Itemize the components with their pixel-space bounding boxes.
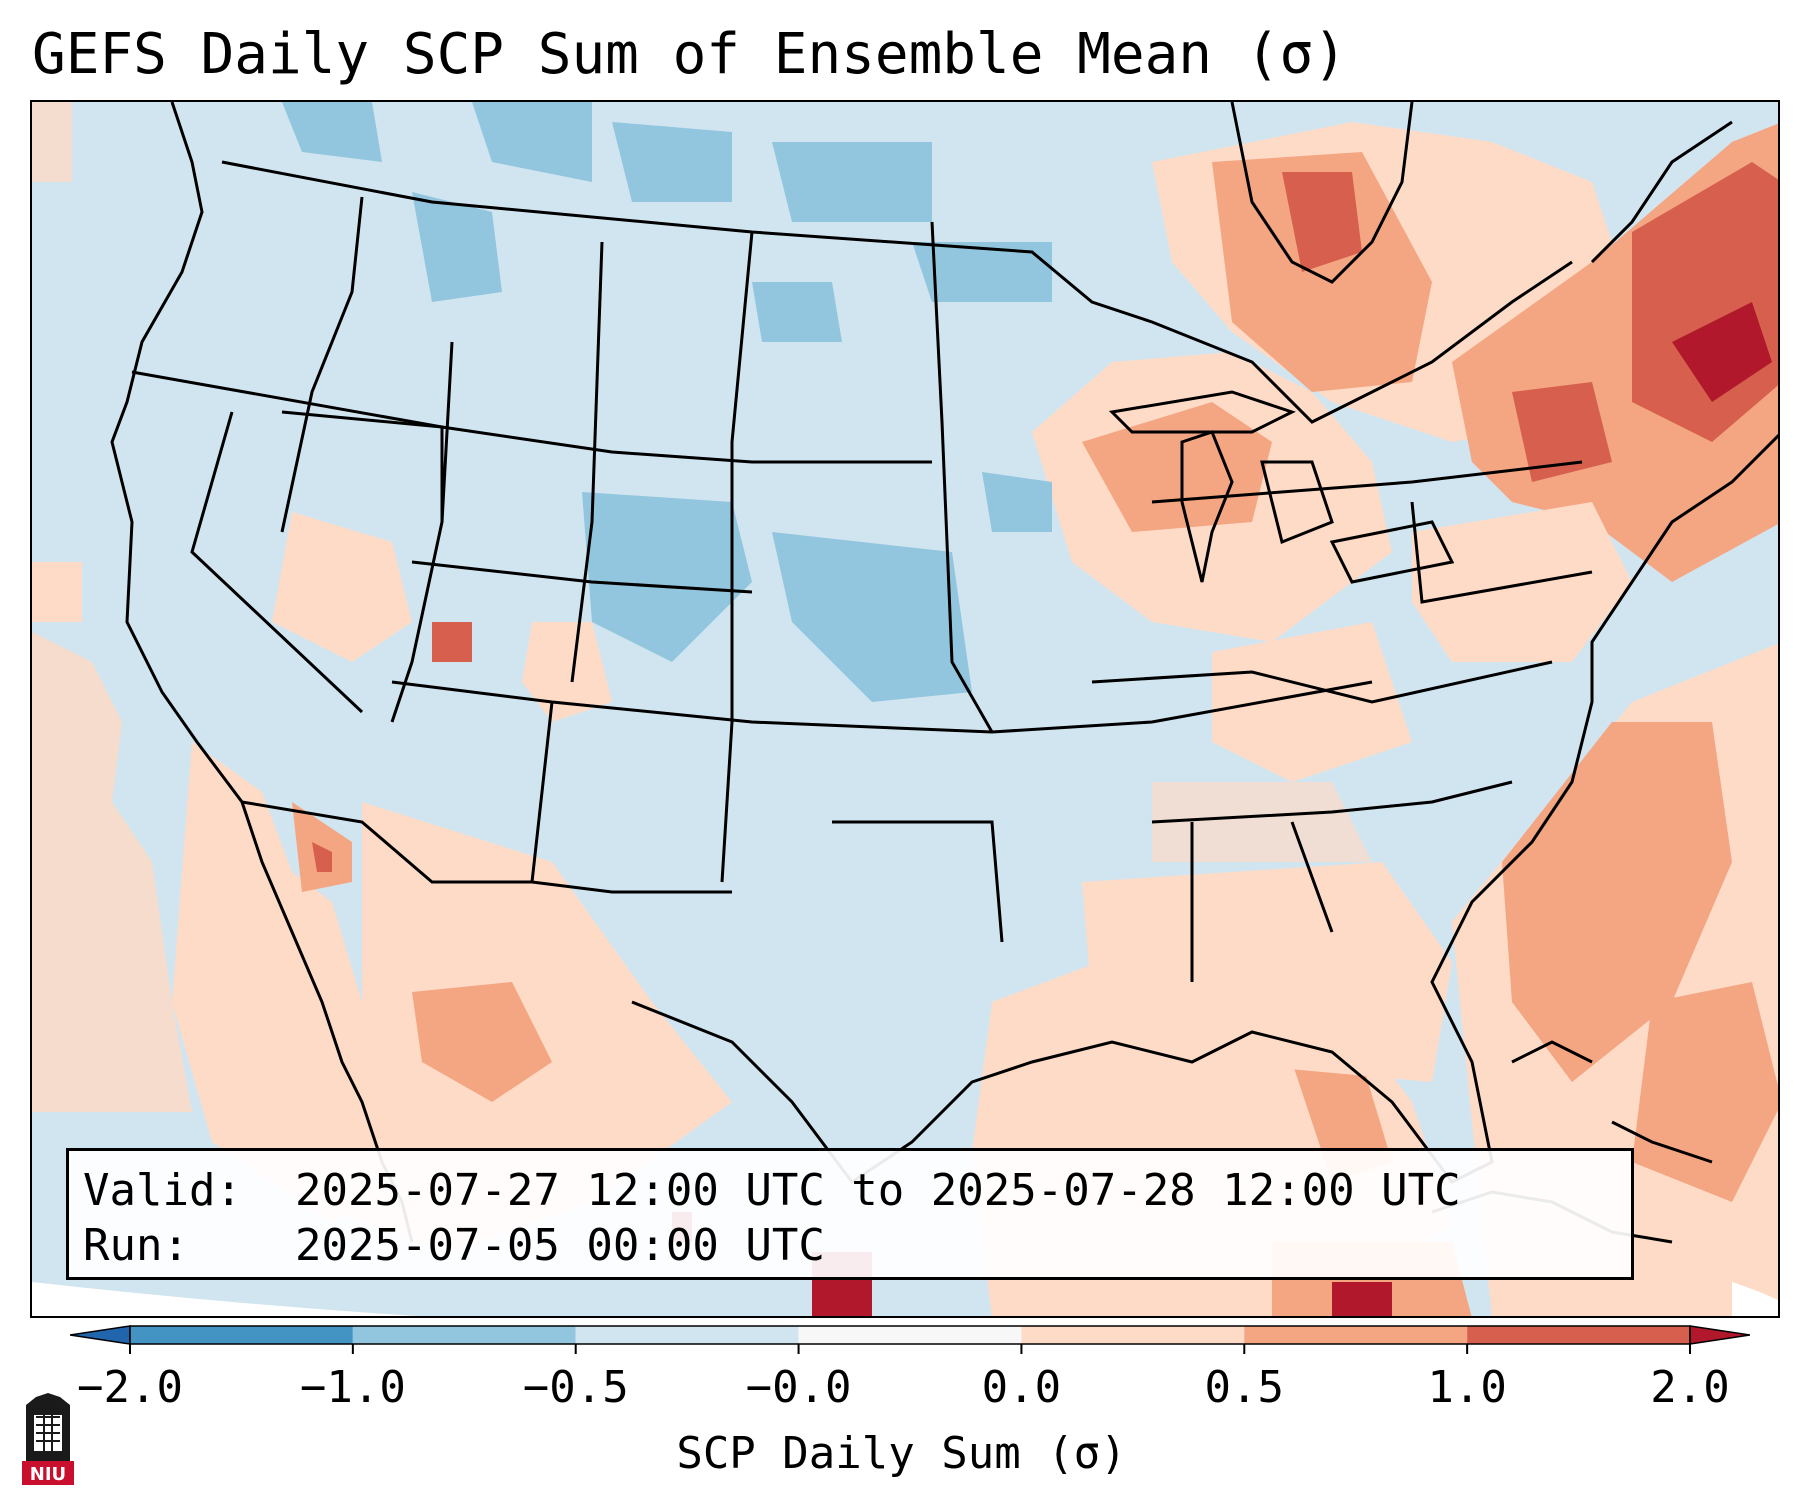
state-line bbox=[1151, 460, 1583, 504]
anomaly-field bbox=[32, 102, 1778, 1316]
state-line bbox=[1410, 501, 1593, 604]
projection-edge bbox=[1732, 1282, 1778, 1316]
state-line bbox=[930, 221, 994, 733]
colorbar-outline bbox=[129, 1325, 1691, 1345]
run-line: Run: 2025-07-05 00:00 UTC bbox=[83, 1218, 1631, 1273]
colorbar-segment bbox=[130, 1326, 353, 1344]
state-line bbox=[190, 411, 364, 714]
colorbar-tick-label: −2.0 bbox=[77, 1362, 183, 1413]
state-line bbox=[411, 560, 753, 594]
great-lakes bbox=[1108, 390, 1296, 434]
state-line bbox=[1091, 660, 1553, 704]
anomaly-patch bbox=[772, 142, 932, 222]
colorbar-tick-label: −1.0 bbox=[300, 1362, 406, 1413]
canadian-boundary bbox=[1230, 102, 1414, 284]
anomaly-patch bbox=[982, 472, 1052, 532]
anomaly-patch bbox=[522, 622, 612, 722]
anomaly-patch bbox=[1152, 782, 1372, 862]
state-line bbox=[832, 820, 1004, 943]
colorbar-label: SCP Daily Sum (σ) bbox=[676, 1428, 1127, 1479]
colorbar-segment bbox=[1467, 1326, 1690, 1344]
great-lakes bbox=[1260, 460, 1334, 545]
colorbar-arrow-high bbox=[1689, 1325, 1750, 1345]
colorbar-tick-label: 1.0 bbox=[1427, 1362, 1506, 1413]
coastline bbox=[110, 102, 414, 1243]
anomaly-patch bbox=[672, 532, 712, 572]
anomaly-patch bbox=[1082, 862, 1452, 1082]
valid-time-box: Valid: 2025-07-27 12:00 UTC to 2025-07-2… bbox=[66, 1148, 1634, 1280]
colorbar-segment bbox=[798, 1326, 1022, 1344]
state-line bbox=[391, 680, 1373, 734]
run-value: 2025-07-05 00:00 UTC bbox=[295, 1220, 825, 1271]
anomaly-patch bbox=[1512, 382, 1612, 482]
anomaly-patch bbox=[32, 632, 192, 1112]
colorbar: −2.0 −1.0 −0.5 −0.0 0.0 0.5 1.0 2.0 bbox=[70, 1325, 1750, 1413]
niu-logo-icon: NIU bbox=[22, 1393, 74, 1485]
anomaly-patch bbox=[612, 122, 732, 202]
valid-label: Valid: bbox=[83, 1165, 242, 1216]
colorbar-segment bbox=[1021, 1326, 1245, 1344]
state-line bbox=[131, 370, 444, 522]
anomaly-patch bbox=[1502, 722, 1732, 1082]
logo-text: NIU bbox=[30, 1464, 66, 1485]
anomaly-patch bbox=[1212, 152, 1432, 392]
us-canada-border bbox=[221, 160, 1573, 424]
anomaly-patch bbox=[912, 242, 1052, 302]
state-line bbox=[280, 196, 364, 533]
state-line bbox=[530, 701, 554, 883]
anomaly-patch bbox=[32, 562, 82, 622]
anomaly-patch bbox=[32, 102, 72, 182]
chart-title: GEFS Daily SCP Sum of Ensemble Mean (σ) bbox=[32, 22, 1347, 87]
colorbar-arrow-low bbox=[70, 1325, 131, 1345]
anomaly-patch bbox=[412, 192, 502, 302]
colorbar-segment bbox=[352, 1326, 576, 1344]
valid-line: Valid: 2025-07-27 12:00 UTC to 2025-07-2… bbox=[83, 1163, 1631, 1218]
anomaly-patch bbox=[1412, 502, 1632, 662]
state-line bbox=[241, 800, 732, 894]
anomaly-patch bbox=[752, 282, 842, 342]
anomaly-patch bbox=[272, 512, 412, 662]
valid-value: 2025-07-27 12:00 UTC to 2025-07-28 12:00… bbox=[295, 1165, 1461, 1216]
colorbar-segment bbox=[1244, 1326, 1468, 1344]
state-line bbox=[720, 231, 754, 883]
colorbar-tick-label: 0.0 bbox=[982, 1362, 1061, 1413]
colorbar-tick-label: 2.0 bbox=[1650, 1362, 1729, 1413]
anomaly-patch bbox=[1282, 172, 1362, 272]
anomaly-patch bbox=[1672, 302, 1772, 402]
canadian-boundary bbox=[1590, 120, 1733, 264]
colorbar-segment bbox=[575, 1326, 799, 1344]
state-line bbox=[390, 341, 454, 723]
anomaly-patch bbox=[412, 982, 552, 1102]
state-line bbox=[281, 410, 932, 464]
anomaly-patch bbox=[772, 532, 972, 702]
anomaly-patch bbox=[1632, 162, 1778, 442]
colorbar-tick-label: −0.5 bbox=[523, 1362, 629, 1413]
state-boundaries bbox=[110, 102, 1778, 1244]
run-label: Run: bbox=[83, 1220, 189, 1271]
anomaly-patch bbox=[282, 102, 382, 162]
caribbean-islands bbox=[1611, 1120, 1713, 1164]
state-line bbox=[1151, 780, 1513, 824]
anomaly-patch bbox=[582, 492, 752, 662]
colorbar-tick-label: 0.5 bbox=[1205, 1362, 1284, 1413]
anomaly-patch bbox=[432, 622, 472, 662]
great-lakes bbox=[1329, 520, 1455, 584]
map-panel[interactable] bbox=[30, 100, 1780, 1318]
state-line bbox=[1290, 821, 1334, 933]
state-line bbox=[570, 241, 604, 683]
caribbean-islands bbox=[1511, 1040, 1593, 1064]
scp-anomaly-map[interactable] bbox=[32, 102, 1780, 1318]
anomaly-patch bbox=[1212, 622, 1412, 782]
anomaly-patch bbox=[472, 102, 592, 182]
logo-band bbox=[22, 1461, 74, 1485]
colorbar-tick-label: −0.0 bbox=[746, 1362, 852, 1413]
projection-edge bbox=[32, 1282, 417, 1316]
anomaly-patch bbox=[312, 842, 332, 872]
anomaly-patch bbox=[1332, 1282, 1392, 1316]
